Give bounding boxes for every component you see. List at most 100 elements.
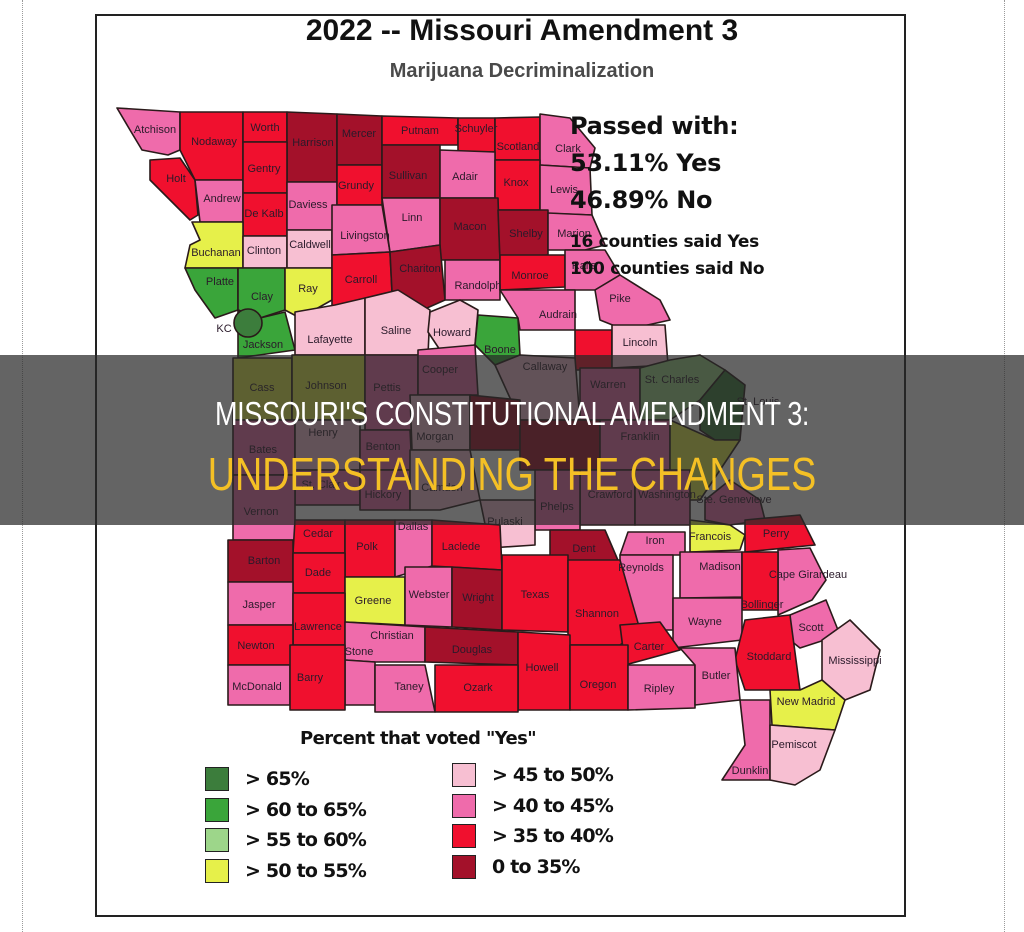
- svg-text:Clark: Clark: [555, 143, 581, 155]
- svg-text:Perry: Perry: [763, 528, 790, 540]
- svg-text:Pemiscot: Pemiscot: [771, 739, 816, 751]
- county-pemiscot: [769, 724, 836, 786]
- svg-text:Greene: Greene: [355, 595, 392, 607]
- svg-text:Iron: Iron: [646, 535, 665, 547]
- county-dunklin: [721, 699, 771, 781]
- counties-yes: 16 counties said Yes: [570, 232, 759, 252]
- svg-text:Taney: Taney: [394, 681, 424, 693]
- svg-text:Platte: Platte: [206, 276, 234, 288]
- svg-text:Putnam: Putnam: [401, 125, 439, 137]
- svg-text:Dunklin: Dunklin: [732, 765, 769, 777]
- svg-text:Caldwell: Caldwell: [289, 239, 331, 251]
- county-scotland: [494, 116, 541, 161]
- svg-text:Linn: Linn: [402, 212, 423, 224]
- svg-text:Lafayette: Lafayette: [307, 334, 352, 346]
- svg-text:Grundy: Grundy: [338, 180, 375, 192]
- svg-text:Wright: Wright: [462, 592, 494, 604]
- legend-swatch: [452, 793, 476, 818]
- counties-no: 100 counties said No: [570, 259, 765, 279]
- kc-marker: [233, 308, 263, 338]
- svg-text:Bollinger: Bollinger: [741, 599, 784, 611]
- county-holt: [149, 157, 199, 221]
- legend-swatch: [205, 828, 229, 853]
- county-bollinger: [741, 551, 779, 611]
- county-ozark: [434, 664, 519, 713]
- svg-text:Buchanan: Buchanan: [191, 247, 241, 259]
- svg-text:Macon: Macon: [453, 221, 486, 233]
- svg-text:Butler: Butler: [702, 670, 731, 682]
- svg-text:Barry: Barry: [297, 672, 324, 684]
- svg-text:Carroll: Carroll: [345, 274, 377, 286]
- svg-text:Barton: Barton: [248, 555, 280, 567]
- svg-text:McDonald: McDonald: [232, 681, 282, 693]
- map-subtitle: Marijuana Decriminalization: [389, 60, 655, 82]
- svg-text:Mercer: Mercer: [342, 128, 377, 140]
- legend-swatch: [205, 797, 229, 822]
- svg-text:Worth: Worth: [250, 122, 279, 134]
- legend-item: > 65%: [205, 764, 366, 795]
- svg-text:Lincoln: Lincoln: [623, 337, 658, 349]
- svg-text:Daviess: Daviess: [288, 199, 328, 211]
- overlay-title: MISSOURI'S CONSTITUTIONAL AMENDMENT 3:: [214, 395, 809, 432]
- svg-text:Webster: Webster: [409, 589, 450, 601]
- svg-text:Ripley: Ripley: [644, 683, 675, 695]
- county-howard: [427, 299, 479, 351]
- svg-text:Randolph: Randolph: [454, 280, 501, 292]
- svg-text:Nodaway: Nodaway: [191, 136, 237, 148]
- legend-label: > 35 to 40%: [492, 825, 614, 848]
- svg-text:Carter: Carter: [634, 641, 665, 653]
- svg-text:Saline: Saline: [381, 325, 412, 337]
- svg-text:Clay: Clay: [251, 291, 274, 303]
- svg-text:Howard: Howard: [433, 327, 471, 339]
- svg-text:Oregon: Oregon: [580, 679, 617, 691]
- legend-item: > 45 to 50%: [452, 760, 614, 791]
- legend-item: > 60 to 65%: [205, 795, 367, 826]
- svg-text:Texas: Texas: [521, 589, 550, 601]
- svg-text:Madison: Madison: [699, 561, 741, 573]
- legend-swatch: [452, 824, 476, 849]
- svg-text:Sullivan: Sullivan: [389, 170, 428, 182]
- county-stone: [344, 659, 376, 706]
- legend-item: 0 to 35%: [452, 852, 613, 883]
- svg-text:Douglas: Douglas: [452, 644, 493, 656]
- svg-text:Cape Girardeau: Cape Girardeau: [769, 569, 847, 581]
- county-ripley: [627, 664, 696, 711]
- legend-item: > 55 to 60%: [205, 825, 367, 856]
- svg-text:Gentry: Gentry: [247, 163, 281, 175]
- county-clay: [237, 267, 286, 319]
- svg-text:Lewis: Lewis: [550, 184, 579, 196]
- svg-text:Newton: Newton: [237, 640, 274, 652]
- results-summary: Passed with: 53.11% Yes 46.89% No 16 cou…: [570, 108, 765, 283]
- legend-swatch: [452, 854, 476, 879]
- svg-text:Scott: Scott: [798, 622, 823, 634]
- county-oregon: [569, 644, 629, 711]
- yes-percentage: 53.11% Yes: [570, 149, 722, 177]
- svg-text:Laclede: Laclede: [442, 541, 481, 553]
- svg-text:Ray: Ray: [298, 283, 318, 295]
- svg-text:Livingston: Livingston: [340, 230, 390, 242]
- svg-text:Francois: Francois: [689, 531, 732, 543]
- legend-item: > 50 to 55%: [205, 856, 367, 887]
- county-audrain: [499, 289, 576, 331]
- legend-label: > 60 to 65%: [245, 798, 367, 821]
- svg-text:Mississippi: Mississippi: [828, 655, 881, 667]
- svg-text:Cedar: Cedar: [303, 528, 333, 540]
- svg-text:Dade: Dade: [305, 567, 331, 579]
- svg-text:Adair: Adair: [452, 171, 478, 183]
- legend-right-column: > 45 to 50% > 40 to 45% > 35 to 40% 0 to…: [452, 760, 614, 883]
- legend-label: > 65%: [245, 768, 310, 791]
- svg-text:Scotland: Scotland: [497, 141, 540, 153]
- county-barry: [289, 644, 346, 711]
- svg-text:De Kalb: De Kalb: [244, 208, 283, 220]
- legend-swatch: [452, 763, 476, 788]
- svg-text:Monroe: Monroe: [511, 270, 548, 282]
- svg-text:Clinton: Clinton: [247, 245, 281, 257]
- county-randolph: [444, 259, 501, 301]
- county-linn: [381, 197, 441, 253]
- svg-text:Stone: Stone: [345, 646, 374, 658]
- legend-title: Percent that voted "Yes": [300, 728, 537, 749]
- legend-label: > 40 to 45%: [492, 794, 614, 817]
- svg-text:Howell: Howell: [525, 662, 558, 674]
- svg-text:Lawrence: Lawrence: [294, 621, 342, 633]
- svg-text:Ozark: Ozark: [463, 682, 493, 694]
